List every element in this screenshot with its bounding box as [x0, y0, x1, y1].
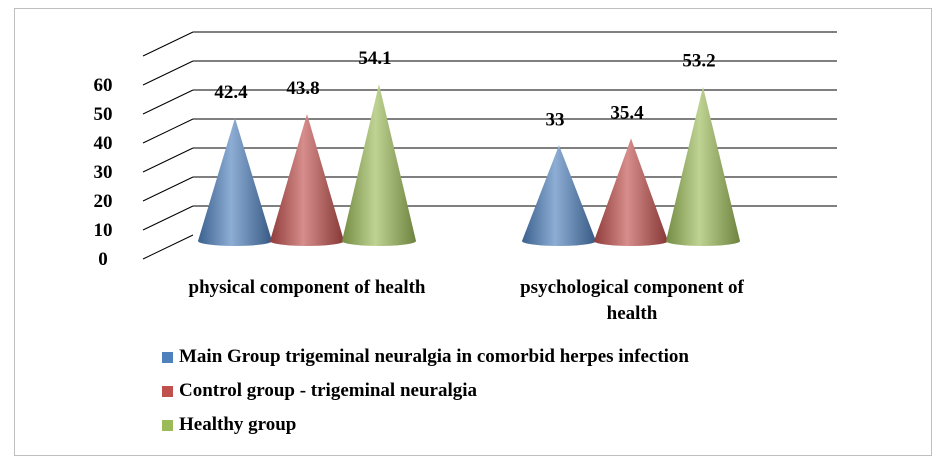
- y-tick-label: 30: [94, 162, 113, 183]
- chart-legend: Main Group trigeminal neuralgia in comor…: [162, 340, 689, 442]
- y-tick-label: 10: [94, 220, 113, 241]
- cone-chart: 0 10 20 30 40 50 60 physical component of healt…: [94, 31, 837, 324]
- data-label: 42.4: [214, 82, 248, 103]
- gridline-side: [142, 205, 194, 231]
- data-label: 33: [546, 109, 565, 130]
- data-label: 35.4: [610, 102, 644, 123]
- legend-swatch-main-group: [162, 351, 173, 363]
- gridline-side: [142, 31, 194, 57]
- cone-bar: [342, 84, 416, 246]
- chart-frame: 0 10 20 30 40 50 60 physical component of healt…: [14, 8, 932, 456]
- y-tick-label: 60: [94, 75, 113, 96]
- cone-bar: [198, 118, 272, 246]
- gridline-side: [142, 147, 194, 173]
- data-label: 43.8: [286, 78, 319, 99]
- y-tick-label: 40: [94, 133, 113, 154]
- legend-label-healthy-group: Healthy group: [179, 414, 297, 435]
- data-label: 53.2: [682, 51, 715, 72]
- category-label: physical component of health: [189, 277, 426, 298]
- legend-item-healthy-group: Healthy group: [162, 408, 689, 442]
- category-label: health: [607, 303, 658, 324]
- gridline-side: [142, 176, 194, 202]
- y-tick-label: 0: [98, 249, 108, 270]
- data-label: 54.1: [358, 48, 391, 69]
- cone-bar: [666, 86, 740, 246]
- gridline-side: [142, 118, 194, 144]
- legend-swatch-healthy-group: [162, 419, 173, 431]
- legend-label-control-group: Control group - trigeminal neuralgia: [179, 380, 478, 401]
- legend-item-main-group: Main Group trigeminal neuralgia in comor…: [162, 340, 689, 374]
- gridline-side: [142, 234, 194, 260]
- cone-bar: [594, 138, 668, 246]
- legend-item-control-group: Control group - trigeminal neuralgia: [162, 374, 689, 408]
- cone-bar: [270, 113, 344, 246]
- y-tick-label: 50: [94, 104, 113, 125]
- category-label: psychological component of: [520, 277, 744, 298]
- y-tick-label: 20: [94, 191, 113, 212]
- gridline-side: [142, 60, 194, 86]
- legend-label-main-group: Main Group trigeminal neuralgia in comor…: [179, 346, 690, 367]
- gridline-side: [142, 89, 194, 115]
- cone-bar: [522, 145, 596, 246]
- legend-swatch-control-group: [162, 385, 173, 397]
